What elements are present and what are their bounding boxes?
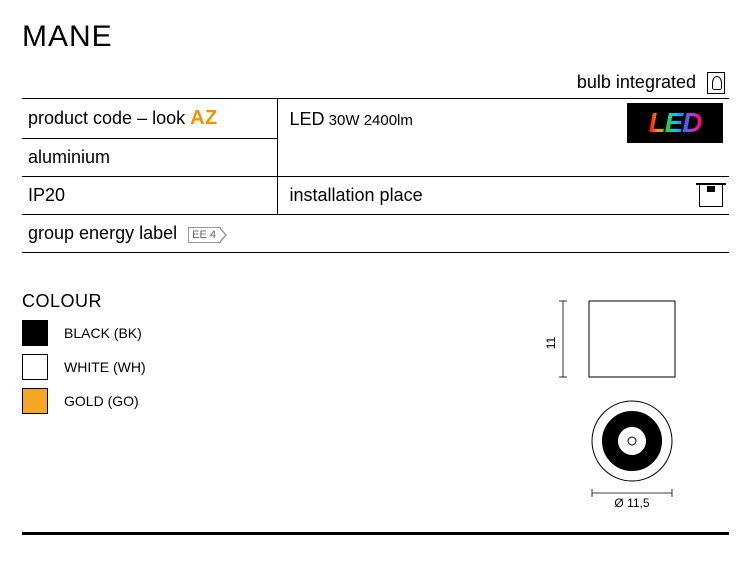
diameter-dim: Ø 11,5 [614,496,649,510]
material-cell: aluminium [22,139,277,177]
bulb-icon [707,72,725,94]
height-dim: 11 [544,337,558,350]
dimensions-diagram: 11 Ø 11,5 [499,291,729,511]
product-code-cell: product code – look AZ [22,99,277,139]
energy-badge: EE 4 [188,227,221,243]
led-badge-text: LED [649,107,702,139]
swatch-label: WHITE (WH) [64,359,146,375]
energy-label-cell: group energy label EE 4 [22,215,277,253]
colour-heading: COLOUR [22,291,499,312]
energy-label-text: group energy label [28,223,177,243]
empty-cell [277,215,729,253]
product-title: MANE [22,20,729,54]
spec-table: product code – look AZ LED 30W 2400lm LE… [22,98,729,253]
bottom-divider [22,532,729,535]
bulb-integrated-row: bulb integrated [22,72,729,94]
ceiling-mount-icon [699,183,723,207]
light-spec-detail: 30W 2400lm [325,112,413,129]
ip-rating-cell: IP20 [22,177,277,215]
light-spec: LED 30W 2400lm [290,109,413,129]
bulb-integrated-label: bulb integrated [577,72,696,92]
swatch-black [22,320,48,346]
installation-label: installation place [290,185,423,205]
installation-cell: installation place [277,177,729,215]
colour-section: COLOUR BLACK (BK) WHITE (WH) GOLD (GO) [22,291,499,511]
colour-option: GOLD (GO) [22,388,499,414]
light-spec-cell: LED 30W 2400lm LED [277,99,729,177]
colour-option: WHITE (WH) [22,354,499,380]
light-spec-prefix: LED [290,109,325,129]
colour-option: BLACK (BK) [22,320,499,346]
swatch-white [22,354,48,380]
led-badge: LED [627,103,723,143]
swatch-label: GOLD (GO) [64,393,139,409]
swatch-gold [22,388,48,414]
product-code-label: product code – look [28,108,190,128]
product-code-highlight: AZ [190,107,218,129]
swatch-label: BLACK (BK) [64,325,142,341]
